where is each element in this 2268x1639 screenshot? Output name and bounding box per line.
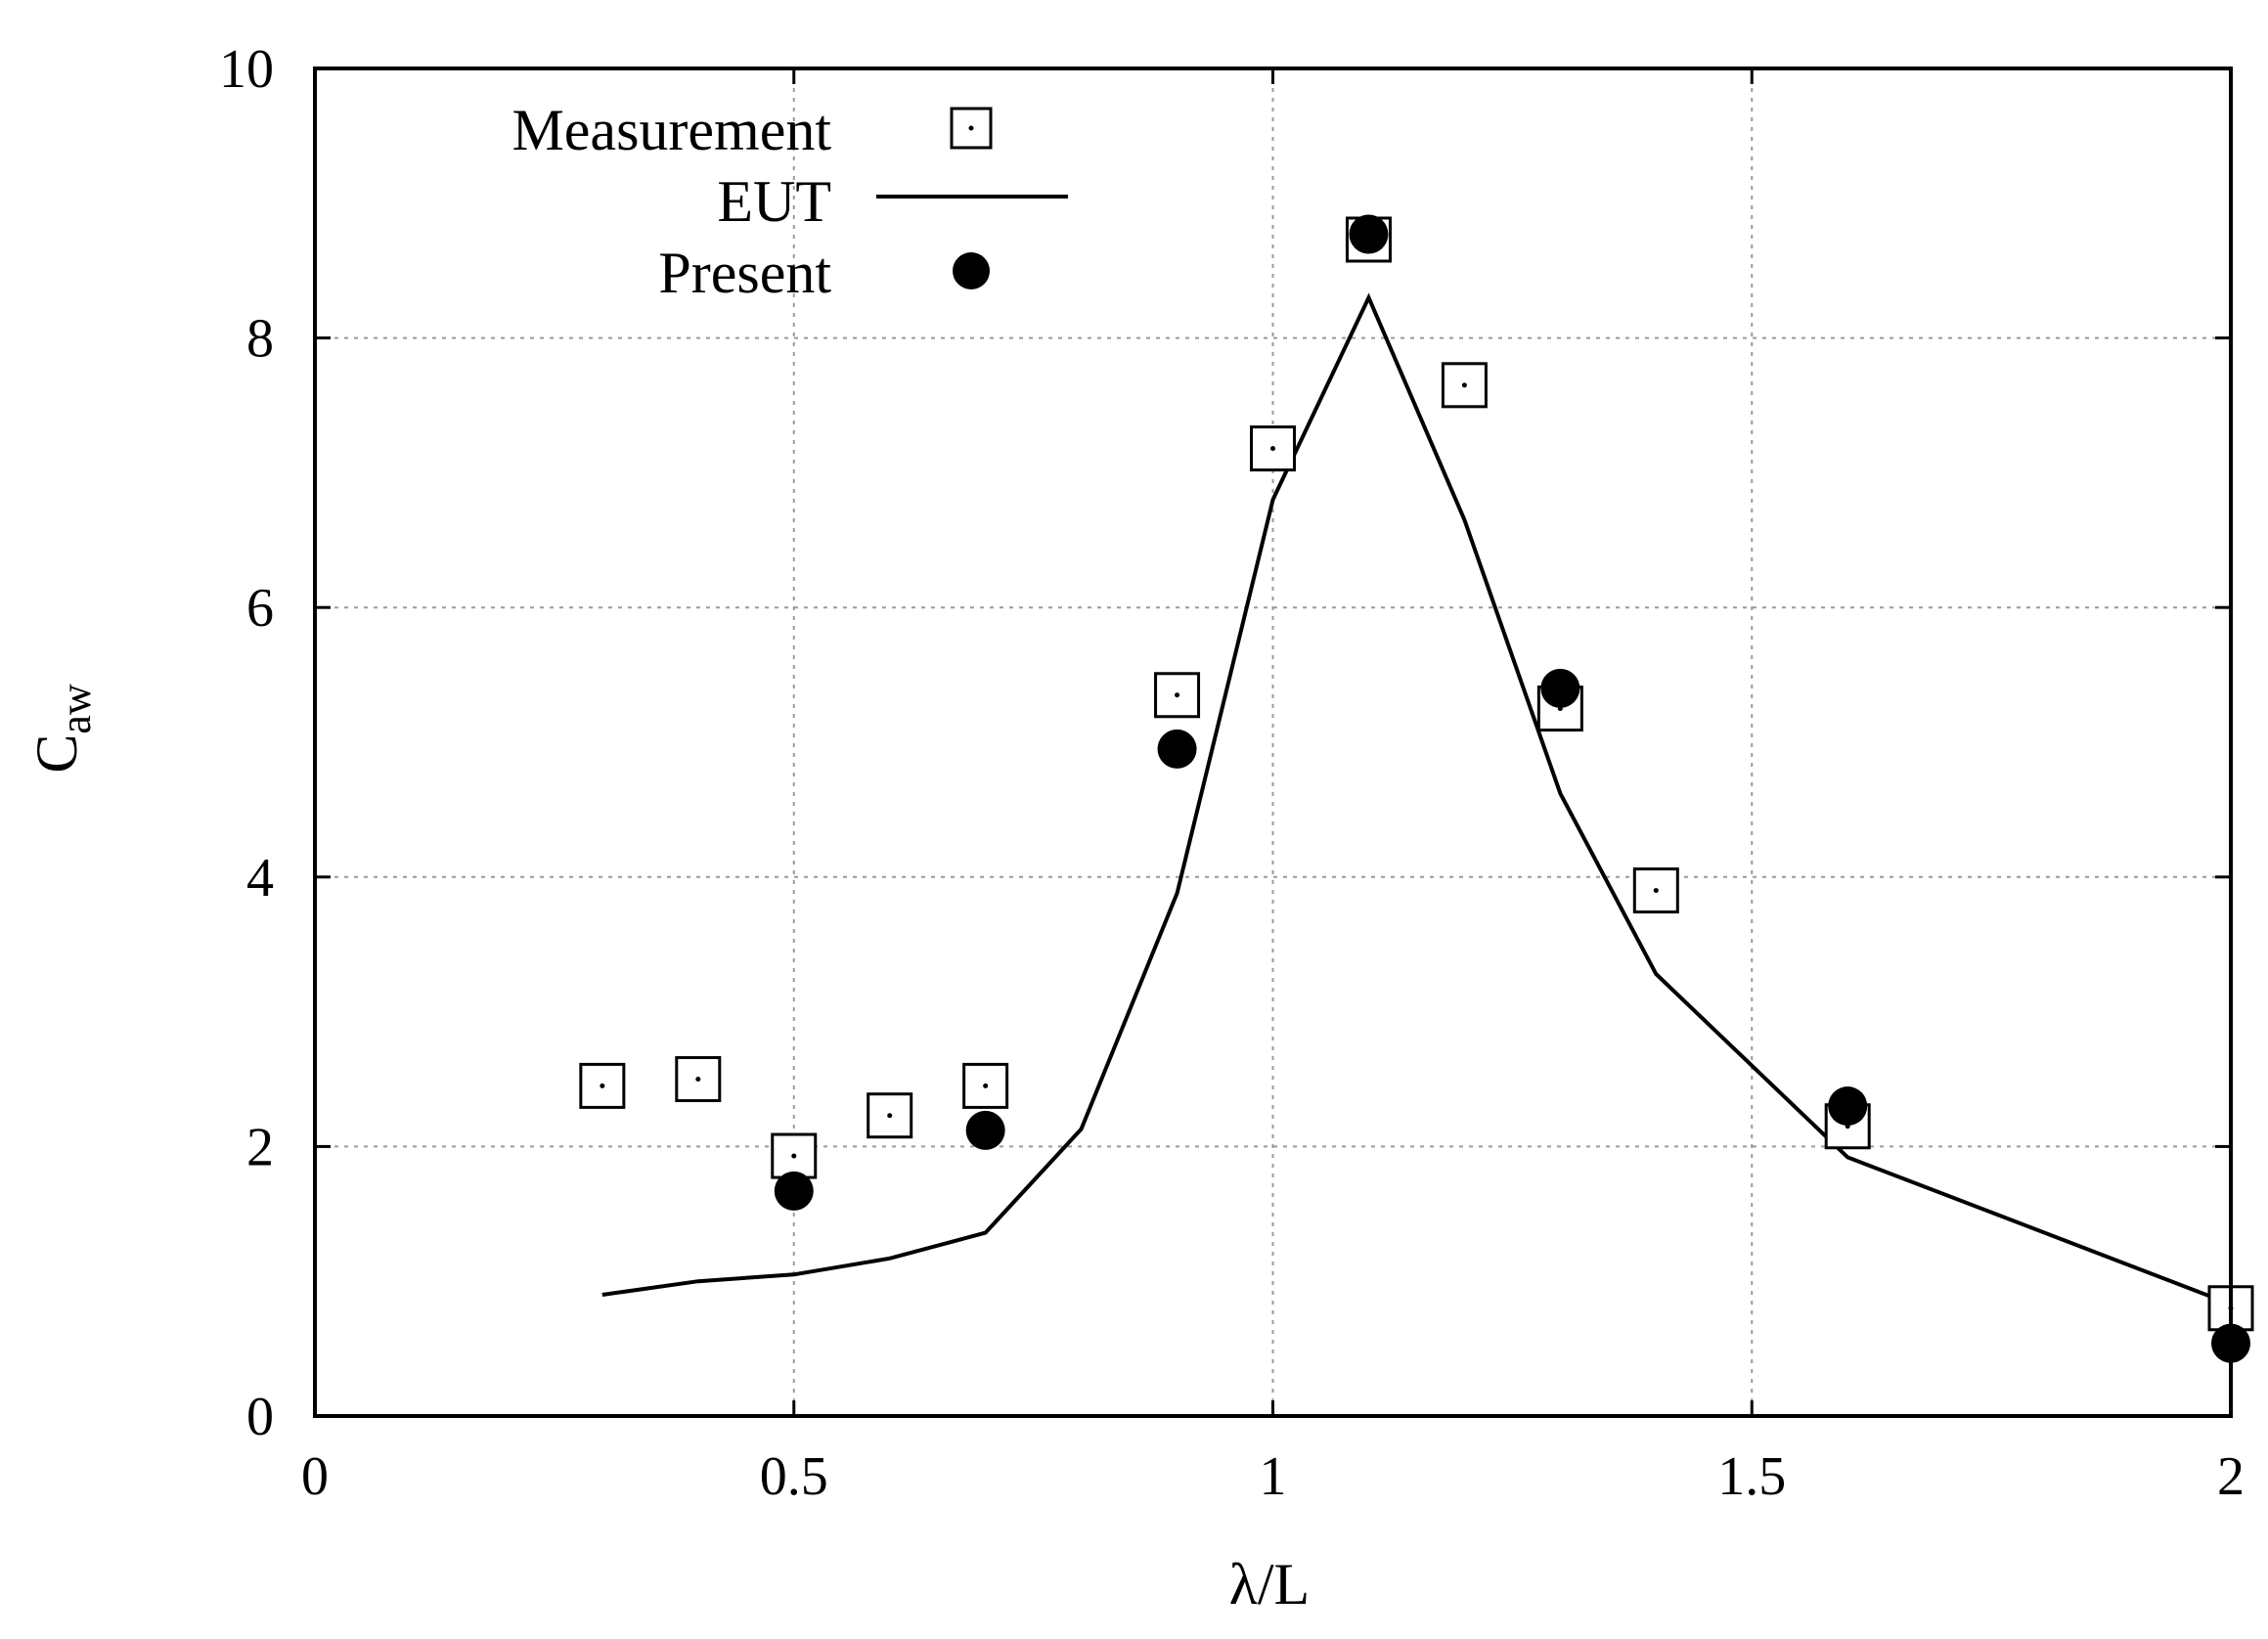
legend-marker-measurement-dot [968, 125, 974, 131]
plot-frame [313, 66, 2233, 1418]
x-axis-title: λ/L [1229, 1552, 1310, 1617]
present-point [1157, 729, 1197, 769]
measurement-point-center [983, 1083, 989, 1088]
series-measurement [579, 216, 2254, 1332]
present-point [774, 1171, 814, 1211]
legend: Measurement EUT Present [511, 98, 1068, 305]
x-tick-label: 0 [301, 1446, 329, 1507]
present-point [1349, 214, 1389, 254]
tick-labels: 0 0.5 1 1.5 2 0 2 4 6 8 10 [219, 39, 2245, 1507]
legend-marker-present [953, 252, 990, 289]
y-tick-label: 10 [219, 39, 274, 100]
measurement-point-center [887, 1113, 893, 1119]
y-tick-label: 8 [246, 309, 274, 370]
measurement-point-center [695, 1077, 701, 1082]
x-tick-label: 1.5 [1717, 1446, 1786, 1507]
y-axis-title: Caw [24, 684, 100, 774]
x-tick-label: 2 [2217, 1446, 2245, 1507]
y-tick-label: 4 [246, 848, 274, 908]
measurement-point-center [1461, 382, 1467, 388]
present-point [1828, 1086, 1868, 1127]
y-tick-label: 6 [246, 578, 274, 639]
measurement-point-center [1653, 888, 1659, 894]
y-axis-title-main: C [24, 734, 89, 774]
legend-label-eut: EUT [717, 169, 831, 234]
y-tick-label: 0 [246, 1387, 274, 1447]
grid-lines [315, 68, 2231, 1416]
measurement-point-center [1175, 692, 1180, 698]
y-tick-label: 2 [246, 1117, 274, 1177]
series-line-eut [601, 292, 2232, 1307]
present-point [1540, 668, 1580, 708]
x-tick-label: 1 [1260, 1446, 1287, 1507]
legend-label-present: Present [658, 241, 831, 305]
series-present [774, 214, 2250, 1363]
present-point [965, 1110, 1005, 1150]
y-axis-title-sub: aw [52, 684, 100, 734]
measurement-point-center [791, 1153, 797, 1159]
measurement-point-center [1270, 446, 1275, 452]
measurement-point-center [600, 1083, 605, 1088]
legend-label-measurement: Measurement [511, 98, 831, 162]
x-tick-label: 0.5 [760, 1446, 828, 1507]
